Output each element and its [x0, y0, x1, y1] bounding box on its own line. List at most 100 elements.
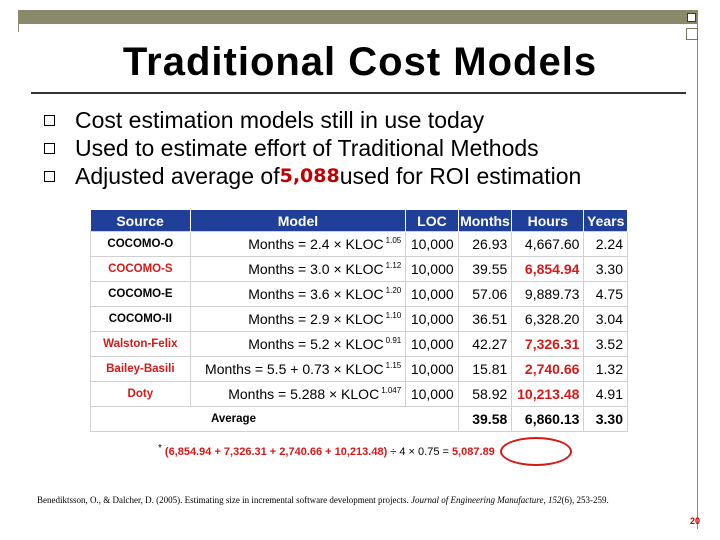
cell-model: Months = 5.2 × KLOC 0.91	[189, 331, 407, 357]
bullet-list: Cost estimation models still in use toda…	[44, 106, 581, 190]
cell-hours: 4,667.60	[511, 231, 585, 257]
cell-source: Bailey-Basili	[90, 356, 191, 382]
cell-years: 3.30	[583, 256, 628, 282]
header-source: Source	[90, 210, 191, 232]
cell-model: Months = 2.4 × KLOC 1.05	[189, 231, 407, 257]
bullet-item: Cost estimation models still in use toda…	[44, 106, 581, 134]
model-exponent: 1.12	[385, 261, 402, 270]
citation-journal: Journal of Engineering Manufacture, 152	[411, 495, 562, 505]
hollow-square-bullet-icon	[44, 142, 55, 154]
header-loc: LOC	[405, 210, 459, 232]
cell-model: Months = 5.288 × KLOC 1.047	[189, 381, 407, 407]
bullet-text-prefix: Adjusted average of	[75, 163, 280, 189]
cell-months: 42.27	[457, 331, 513, 357]
cell-loc: 10,000	[405, 356, 459, 382]
cell-months: 26.93	[457, 231, 513, 257]
cell-loc: 10,000	[405, 306, 459, 332]
model-formula: Months = 5.2 × KLOC	[248, 336, 384, 352]
cell-loc: 10,000	[405, 281, 459, 307]
cell-months: 15.81	[457, 356, 513, 382]
table-row: COCOMO-O Months = 2.4 × KLOC 1.05 10,000 26.…	[90, 231, 628, 257]
model-exponent: 1.15	[385, 361, 402, 370]
model-formula: Months = 5.288 × KLOC	[228, 386, 380, 402]
citation-authors: Benediktsson, O., & Dalcher, D. (2005). …	[37, 495, 412, 505]
cell-months: 39.55	[457, 256, 513, 282]
cell-years: 4.91	[583, 381, 628, 407]
result-highlight-oval	[500, 437, 572, 466]
header-years: Years	[583, 210, 628, 232]
cell-source: Walston-Felix	[90, 331, 191, 357]
cell-years: 4.75	[583, 281, 628, 307]
citation: Benediktsson, O., & Dalcher, D. (2005). …	[37, 495, 609, 505]
cell-loc: 10,000	[405, 381, 459, 407]
table-row: Bailey-Basili Months = 5.5 + 0.73 × KLOC 1…	[90, 356, 628, 382]
slide-title: Traditional Cost Models	[122, 40, 598, 84]
cell-years: 3.04	[583, 306, 628, 332]
model-exponent: 0.91	[385, 336, 402, 345]
cell-years: 1.32	[583, 356, 628, 382]
cell-source: COCOMO-II	[90, 306, 191, 332]
cell-average-years: 3.30	[583, 406, 628, 432]
model-exponent: 1.10	[385, 311, 402, 320]
cell-years: 3.52	[583, 331, 628, 357]
model-formula: Months = 3.0 × KLOC	[248, 261, 384, 277]
corner-square-icon	[687, 13, 696, 22]
cell-model: Months = 3.0 × KLOC 1.12	[189, 256, 407, 282]
cell-hours: 9,889.73	[511, 281, 585, 307]
top-decoration-bar	[18, 10, 684, 24]
model-formula: Months = 3.6 × KLOC	[248, 286, 384, 302]
cell-average-label: Average	[90, 406, 459, 432]
cell-average-months: 39.58	[457, 406, 513, 432]
cell-model: Months = 3.6 × KLOC 1.20	[189, 281, 407, 307]
cell-model: Months = 5.5 + 0.73 × KLOC 1.15	[189, 356, 407, 382]
cell-hours: 2,740.66	[511, 356, 585, 382]
cell-loc: 10,000	[405, 231, 459, 257]
left-frame-line	[18, 24, 19, 32]
cell-source: COCOMO-E	[90, 281, 191, 307]
footnote-operator: ÷ 4 × 0.75 =	[387, 446, 452, 458]
table-row: Doty Months = 5.288 × KLOC 1.047 10,000 58.9…	[90, 381, 628, 407]
header-model: Model	[190, 210, 407, 232]
right-frame-line	[697, 24, 698, 529]
footnote-asterisk: *	[158, 443, 162, 454]
cell-source: COCOMO-S	[90, 256, 191, 282]
cell-loc: 10,000	[405, 256, 459, 282]
header-hours: Hours	[511, 210, 585, 232]
citation-issue: (6)	[561, 495, 572, 505]
cell-hours: 6,854.94	[511, 256, 585, 282]
model-formula: Months = 5.5 + 0.73 × KLOC	[205, 361, 384, 377]
cost-model-table: Source Model LOC Months Hours Years COCO…	[90, 210, 628, 432]
cell-months: 36.51	[457, 306, 513, 332]
bullet-text-suffix: used for ROI estimation	[339, 163, 582, 189]
footnote-expression: (6,854.94 + 7,326.31 + 2,740.66 + 10,213…	[164, 446, 388, 458]
cell-source: COCOMO-O	[90, 231, 191, 257]
model-exponent: 1.20	[385, 286, 402, 295]
cell-source: Doty	[90, 381, 191, 407]
table-body: COCOMO-O Months = 2.4 × KLOC 1.05 10,000 26.…	[90, 231, 628, 432]
cell-months: 58.92	[457, 381, 513, 407]
title-divider	[31, 92, 686, 94]
average-footnote: * (6,854.94 + 7,326.31 + 2,740.66 + 10,21…	[158, 443, 495, 458]
bullet-text: Used to estimate effort of Traditional M…	[75, 135, 539, 161]
top-corner-box	[684, 10, 698, 24]
model-formula: Months = 2.9 × KLOC	[248, 311, 384, 327]
cell-years: 2.24	[583, 231, 628, 257]
table-row: COCOMO-E Months = 3.6 × KLOC 1.20 10,000 57.…	[90, 281, 628, 307]
table-average-row: Average 39.58 6,860.13 3.30	[90, 406, 628, 432]
page-number: 20	[690, 516, 701, 526]
model-exponent: 1.05	[385, 236, 402, 245]
bullet-text: Cost estimation models still in use toda…	[75, 107, 485, 133]
cell-model: Months = 2.9 × KLOC 1.10	[189, 306, 407, 332]
right-square-icon	[686, 28, 698, 40]
table-header-row: Source Model LOC Months Hours Years	[90, 210, 628, 232]
header-months: Months	[458, 210, 513, 232]
citation-pages: , 253-259.	[571, 495, 609, 505]
table-row: Walston-Felix Months = 5.2 × KLOC 0.91 10,0…	[90, 331, 628, 357]
hollow-square-bullet-icon	[44, 170, 55, 182]
cell-hours: 7,326.31	[511, 331, 585, 357]
bullet-item: Used to estimate effort of Traditional M…	[44, 134, 581, 162]
table-row: COCOMO-S Months = 3.0 × KLOC 1.12 10,000 39.…	[90, 256, 628, 282]
model-formula: Months = 2.4 × KLOC	[248, 236, 384, 252]
model-exponent: 1.047	[381, 386, 402, 395]
cell-hours: 6,328.20	[511, 306, 585, 332]
